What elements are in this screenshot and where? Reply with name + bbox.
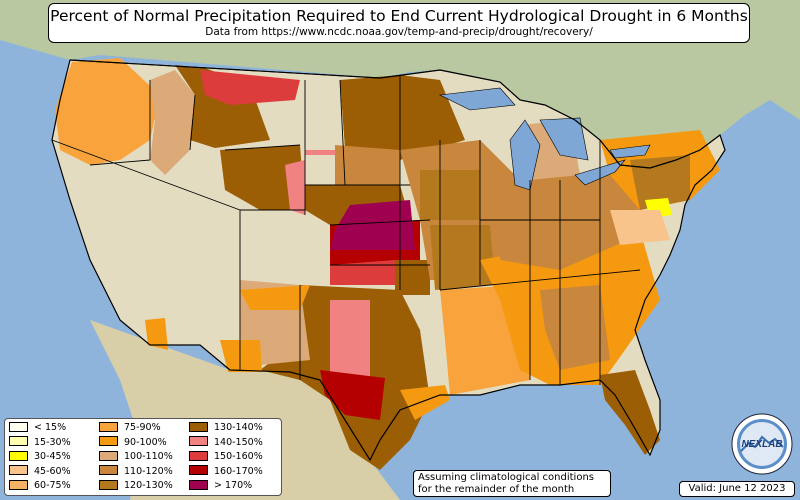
- region-idaho: [150, 70, 195, 175]
- legend-item: 140-150%: [189, 436, 263, 449]
- region-tx-pink: [330, 300, 370, 380]
- region-purple: [330, 200, 415, 250]
- legend-label: < 15%: [34, 422, 67, 433]
- legend-label: 120-130%: [124, 480, 173, 492]
- legend-item: 120-130%: [99, 479, 173, 492]
- legend: < 15% 15-30% 30-45% 45-60% 60-75% 75-90% 90-10…: [4, 418, 282, 496]
- region-wyoming: [220, 145, 305, 210]
- legend-swatch: [99, 421, 118, 432]
- region-wyo-pink: [285, 160, 305, 215]
- legend-label: 150-160%: [214, 451, 263, 463]
- legend-item: 75-90%: [99, 421, 161, 434]
- region-sd-brown: [335, 145, 400, 185]
- legend-label: 15-30%: [34, 436, 71, 448]
- legend-label: 75-90%: [124, 422, 161, 433]
- legend-item: 160-170%: [189, 465, 263, 478]
- great-lakes: [438, 87, 651, 191]
- region-ne-brown: [630, 155, 690, 210]
- region-iowa: [420, 170, 480, 220]
- legend-swatch: [189, 479, 208, 490]
- region-northern-plains: [340, 75, 465, 160]
- legend-label: 100-110%: [124, 451, 173, 463]
- region-south-brown: [540, 285, 610, 370]
- legend-label: 45-60%: [34, 465, 71, 477]
- legend-label: 90-100%: [124, 436, 167, 448]
- region-az-orange: [240, 285, 310, 310]
- region-montana-red: [200, 70, 300, 105]
- legend-swatch: [189, 450, 208, 461]
- legend-item: 90-100%: [99, 436, 167, 449]
- legend-label: 30-45%: [34, 451, 71, 463]
- legend-item: 45-60%: [9, 465, 71, 478]
- legend-swatch: [189, 465, 208, 476]
- legend-item: 110-120%: [99, 465, 173, 478]
- legend-item: 150-160%: [189, 450, 263, 463]
- logo-text: NEXLAB: [741, 439, 782, 450]
- legend-label: 60-75%: [34, 480, 71, 492]
- legend-swatch: [9, 436, 28, 447]
- legend-item: 100-110%: [99, 450, 173, 463]
- legend-swatch: [99, 479, 118, 490]
- region-tx-gulf: [400, 385, 450, 420]
- legend-swatch: [189, 421, 208, 432]
- legend-item: 15-30%: [9, 436, 71, 449]
- region-florida: [600, 370, 660, 455]
- region-az-south: [220, 340, 262, 372]
- legend-swatch: [9, 421, 28, 432]
- region-ok-brown: [395, 260, 430, 295]
- region-va-light: [610, 210, 670, 245]
- region-missouri: [430, 225, 495, 290]
- legend-item: > 170%: [189, 479, 253, 492]
- legend-swatch: [9, 479, 28, 490]
- legend-label: 130-140%: [214, 422, 263, 433]
- map-title: Percent of Normal Precipitation Required…: [50, 7, 748, 25]
- legend-item: 60-75%: [9, 479, 71, 492]
- legend-label: 160-170%: [214, 465, 263, 477]
- legend-swatch: [9, 450, 28, 461]
- legend-swatch: [99, 465, 118, 476]
- legend-label: 140-150%: [214, 436, 263, 448]
- region-nd-light: [305, 78, 345, 150]
- region-tx-red: [320, 370, 385, 420]
- region-az-west: [145, 318, 168, 350]
- assumption-note: Assuming climatological conditions for t…: [413, 470, 611, 497]
- legend-label: 110-120%: [124, 465, 173, 477]
- legend-item: 30-45%: [9, 450, 71, 463]
- legend-swatch: [9, 465, 28, 476]
- region-ok-red: [330, 260, 395, 285]
- legend-item: < 15%: [9, 421, 67, 434]
- map-subtitle: Data from https://www.ncdc.noaa.gov/temp…: [205, 26, 593, 38]
- legend-swatch: [189, 436, 208, 447]
- legend-swatch: [99, 450, 118, 461]
- valid-date: Valid: June 12 2023: [679, 481, 795, 497]
- region-pnw: [55, 58, 160, 165]
- legend-swatch: [99, 436, 118, 447]
- nexlab-logo: NEXLAB: [731, 413, 793, 475]
- legend-item: 130-140%: [189, 421, 263, 434]
- legend-label: > 170%: [214, 480, 253, 492]
- title-box: Percent of Normal Precipitation Required…: [48, 3, 750, 43]
